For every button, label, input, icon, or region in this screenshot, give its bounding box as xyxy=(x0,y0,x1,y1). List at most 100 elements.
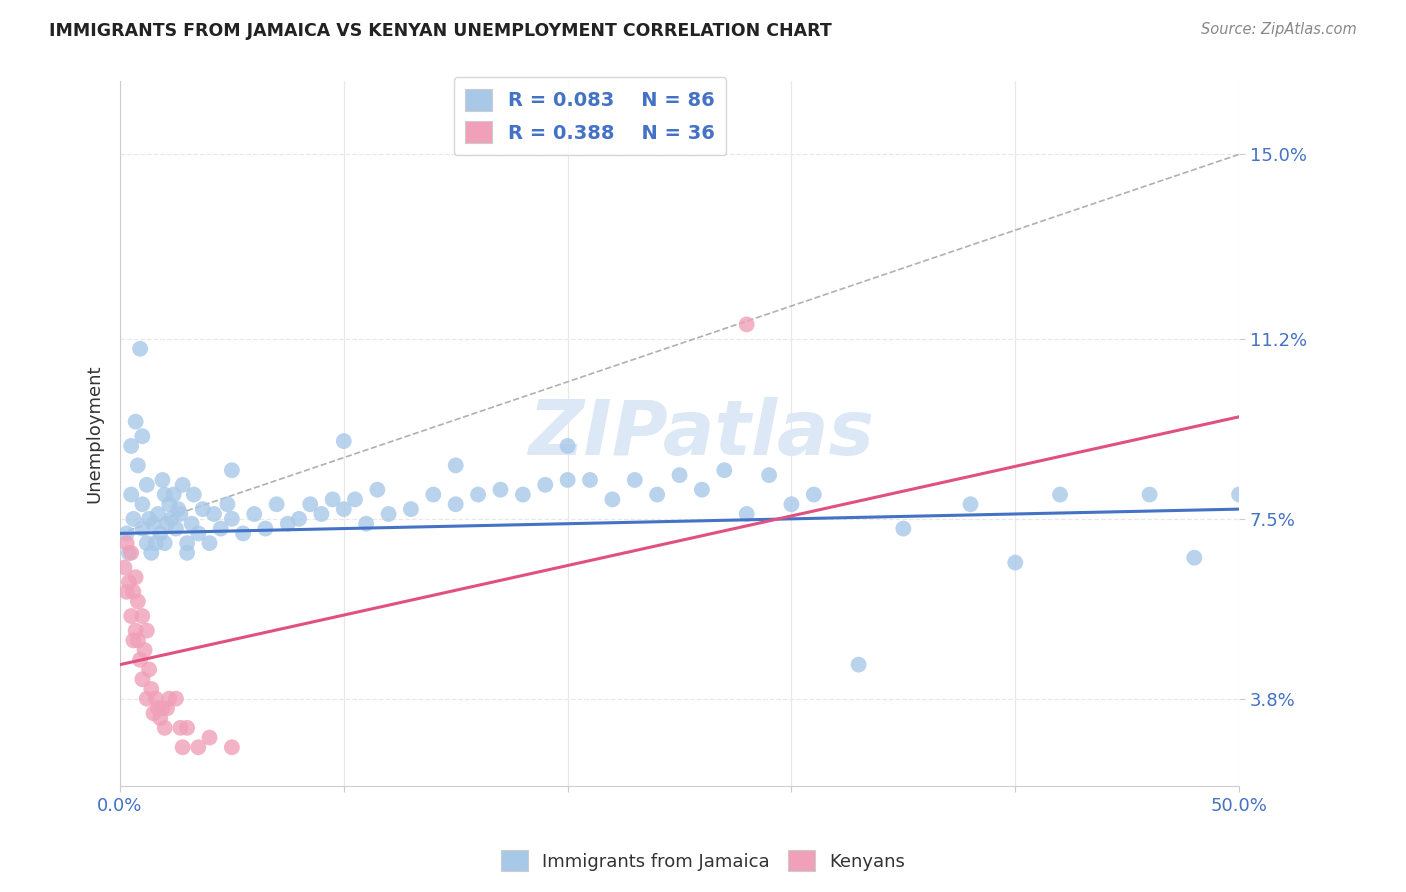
Point xyxy=(156,516,179,531)
Point xyxy=(153,721,176,735)
Point xyxy=(127,458,149,473)
Point xyxy=(645,487,668,501)
Point xyxy=(127,633,149,648)
Point xyxy=(135,478,157,492)
Point xyxy=(803,487,825,501)
Point xyxy=(165,522,187,536)
Legend: Immigrants from Jamaica, Kenyans: Immigrants from Jamaica, Kenyans xyxy=(494,843,912,879)
Point xyxy=(180,516,202,531)
Point xyxy=(690,483,713,497)
Point xyxy=(115,536,138,550)
Point xyxy=(444,497,467,511)
Point xyxy=(176,721,198,735)
Point xyxy=(444,458,467,473)
Point xyxy=(183,487,205,501)
Point xyxy=(176,546,198,560)
Point xyxy=(129,653,152,667)
Point xyxy=(489,483,512,497)
Y-axis label: Unemployment: Unemployment xyxy=(86,365,103,503)
Point xyxy=(141,546,163,560)
Point xyxy=(149,711,172,725)
Point xyxy=(142,516,165,531)
Point xyxy=(221,463,243,477)
Point xyxy=(221,512,243,526)
Point xyxy=(120,439,142,453)
Point xyxy=(202,507,225,521)
Point xyxy=(557,473,579,487)
Point xyxy=(122,584,145,599)
Point xyxy=(780,497,803,511)
Point xyxy=(343,492,366,507)
Point xyxy=(152,701,174,715)
Point xyxy=(221,740,243,755)
Point xyxy=(758,468,780,483)
Point xyxy=(534,478,557,492)
Point xyxy=(557,439,579,453)
Point xyxy=(118,574,141,589)
Point xyxy=(120,609,142,624)
Point xyxy=(131,609,153,624)
Text: Source: ZipAtlas.com: Source: ZipAtlas.com xyxy=(1201,22,1357,37)
Point xyxy=(512,487,534,501)
Point xyxy=(848,657,870,672)
Point xyxy=(115,526,138,541)
Point xyxy=(124,415,146,429)
Point xyxy=(122,633,145,648)
Point xyxy=(333,502,356,516)
Point xyxy=(354,516,377,531)
Point xyxy=(254,522,277,536)
Point xyxy=(160,512,183,526)
Point xyxy=(602,492,624,507)
Point xyxy=(1004,556,1026,570)
Point xyxy=(266,497,288,511)
Point xyxy=(141,681,163,696)
Point xyxy=(311,507,333,521)
Point xyxy=(467,487,489,501)
Point xyxy=(176,536,198,550)
Point xyxy=(149,526,172,541)
Point xyxy=(131,522,153,536)
Point xyxy=(713,463,735,477)
Point xyxy=(138,663,160,677)
Point xyxy=(157,497,180,511)
Point xyxy=(288,512,311,526)
Point xyxy=(399,502,422,516)
Point xyxy=(135,624,157,638)
Point xyxy=(623,473,645,487)
Point xyxy=(277,516,299,531)
Point xyxy=(191,502,214,516)
Point xyxy=(122,512,145,526)
Text: ZIPatlas: ZIPatlas xyxy=(529,397,875,471)
Point xyxy=(243,507,266,521)
Point xyxy=(146,507,169,521)
Point xyxy=(145,536,167,550)
Point xyxy=(366,483,388,497)
Point xyxy=(124,624,146,638)
Point xyxy=(131,429,153,443)
Point xyxy=(735,507,758,521)
Point xyxy=(1049,487,1071,501)
Point xyxy=(120,487,142,501)
Legend: R = 0.083    N = 86, R = 0.388    N = 36: R = 0.083 N = 86, R = 0.388 N = 36 xyxy=(454,77,727,155)
Point xyxy=(157,691,180,706)
Point xyxy=(118,546,141,560)
Point xyxy=(138,512,160,526)
Point xyxy=(187,526,209,541)
Point xyxy=(124,570,146,584)
Point xyxy=(146,701,169,715)
Point xyxy=(893,522,915,536)
Text: IMMIGRANTS FROM JAMAICA VS KENYAN UNEMPLOYMENT CORRELATION CHART: IMMIGRANTS FROM JAMAICA VS KENYAN UNEMPL… xyxy=(49,22,832,40)
Point xyxy=(299,497,322,511)
Point xyxy=(1139,487,1161,501)
Point xyxy=(165,691,187,706)
Point xyxy=(127,594,149,608)
Point xyxy=(1182,550,1205,565)
Point xyxy=(172,478,194,492)
Point xyxy=(333,434,356,448)
Point xyxy=(172,740,194,755)
Point xyxy=(115,584,138,599)
Point xyxy=(422,487,444,501)
Point xyxy=(145,691,167,706)
Point xyxy=(131,497,153,511)
Point xyxy=(735,318,758,332)
